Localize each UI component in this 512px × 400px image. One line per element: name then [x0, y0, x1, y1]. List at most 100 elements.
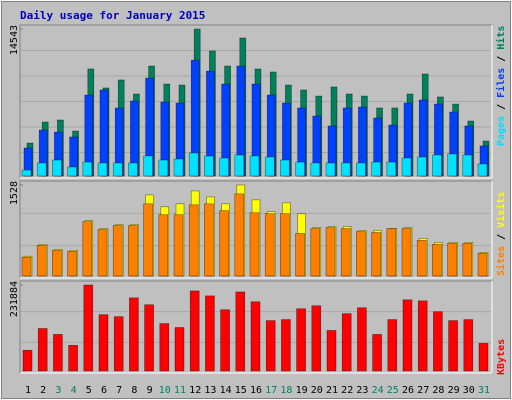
legend-entry: Pages: [496, 116, 507, 146]
bar: [21, 256, 32, 277]
legend-separator: /: [496, 98, 507, 116]
bar: [264, 156, 275, 177]
bar: [416, 156, 427, 177]
bar: [159, 323, 170, 372]
bar: [372, 334, 382, 372]
bar: [341, 313, 352, 372]
bar: [67, 250, 77, 277]
x-tick-label: 8: [131, 385, 137, 396]
x-tick-label: 5: [86, 385, 92, 396]
bar: [401, 157, 412, 177]
bar: [432, 244, 442, 277]
bar: [401, 228, 412, 277]
x-tick-label: 16: [250, 385, 262, 396]
bar: [448, 320, 458, 372]
chart-title: Daily usage for January 2015: [20, 9, 205, 22]
bar: [371, 161, 381, 177]
x-tick-label: 7: [116, 385, 122, 396]
bar: [22, 349, 33, 372]
bar: [433, 311, 443, 372]
x-tick-label: 15: [235, 385, 247, 396]
x-tick-label: 26: [402, 385, 414, 396]
x-tick-label: 4: [71, 385, 77, 396]
bar: [67, 166, 77, 177]
bar: [52, 249, 62, 277]
bar: [173, 214, 184, 277]
bar: [204, 203, 214, 277]
x-tick-label: 10: [159, 385, 171, 396]
bar: [264, 213, 275, 277]
bar: [97, 162, 108, 177]
x-tick-label: 2: [40, 385, 46, 396]
bar: [128, 162, 138, 177]
bar: [311, 305, 322, 372]
bar: [37, 328, 48, 372]
bar: [325, 227, 336, 277]
bar: [219, 210, 229, 277]
bar: [97, 229, 108, 277]
legend-separator: /: [496, 228, 507, 246]
bar: [477, 252, 488, 277]
bar: [447, 243, 457, 277]
y-max-label: 1528: [9, 181, 20, 205]
bar: [250, 301, 261, 372]
bar: [416, 240, 427, 277]
bar: [21, 169, 32, 177]
x-tick-label: 18: [280, 385, 292, 396]
bar: [189, 290, 200, 372]
bar: [280, 213, 290, 277]
bar: [53, 334, 63, 372]
bar: [173, 158, 184, 177]
x-tick-label: 3: [55, 385, 61, 396]
bar: [447, 153, 457, 177]
side-legend: Pages / Files / Hits: [495, 26, 507, 146]
x-tick-label: 28: [432, 385, 444, 396]
x-tick-label: 17: [265, 385, 277, 396]
x-tick-label: 23: [356, 385, 368, 396]
bar: [295, 233, 305, 277]
x-tick-label: 25: [387, 385, 399, 396]
bar: [143, 155, 153, 177]
x-tick-label: 11: [174, 385, 186, 396]
x-tick-label: 14: [220, 385, 232, 396]
legend-separator: /: [496, 50, 507, 68]
bar: [219, 157, 229, 177]
legend-entry: Sites: [495, 246, 507, 276]
bar: [249, 212, 260, 277]
bar: [462, 154, 473, 177]
bar: [462, 243, 473, 277]
x-tick-label: 30: [463, 385, 475, 396]
x-tick-label: 21: [326, 385, 338, 396]
bar: [477, 163, 488, 177]
bar: [112, 162, 123, 177]
bar: [387, 319, 398, 372]
bar: [357, 307, 367, 372]
legend-entry: Visits: [495, 192, 507, 228]
bar: [234, 154, 245, 177]
bar: [82, 221, 93, 277]
bar: [326, 330, 337, 372]
x-tick-label: 29: [448, 385, 460, 396]
side-legend: KBytes: [496, 339, 507, 375]
bar: [340, 228, 351, 277]
bar: [83, 284, 94, 372]
bar: [280, 159, 290, 177]
bar: [36, 245, 47, 277]
bar: [36, 162, 47, 177]
bar: [386, 161, 397, 177]
bar: [478, 343, 489, 372]
side-legend: Sites / Visits: [495, 192, 507, 276]
x-tick-label: 22: [341, 385, 353, 396]
x-tick-label: 19: [296, 385, 308, 396]
bar: [158, 159, 169, 177]
x-tick-label: 24: [372, 385, 384, 396]
x-tick-label: 1: [25, 385, 31, 396]
bar: [402, 299, 413, 372]
y-max-label: 231884: [9, 281, 20, 317]
bar: [340, 162, 351, 177]
bar: [112, 225, 123, 277]
bar: [128, 225, 138, 277]
bar: [188, 152, 199, 177]
bar: [205, 295, 215, 372]
